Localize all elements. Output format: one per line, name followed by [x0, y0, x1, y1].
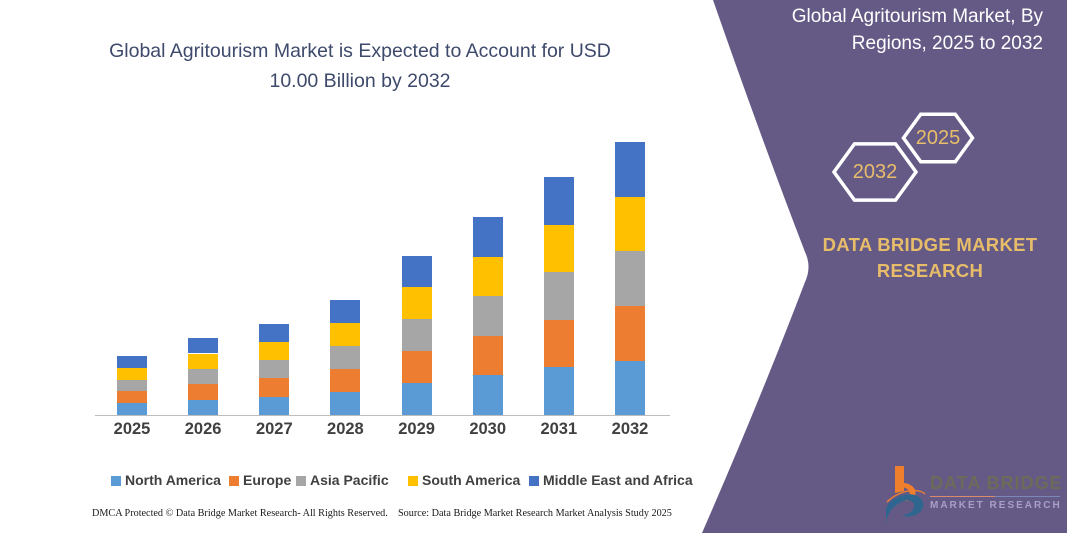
svg-text:2032: 2032	[853, 161, 898, 183]
svg-text:2025: 2025	[916, 127, 961, 149]
